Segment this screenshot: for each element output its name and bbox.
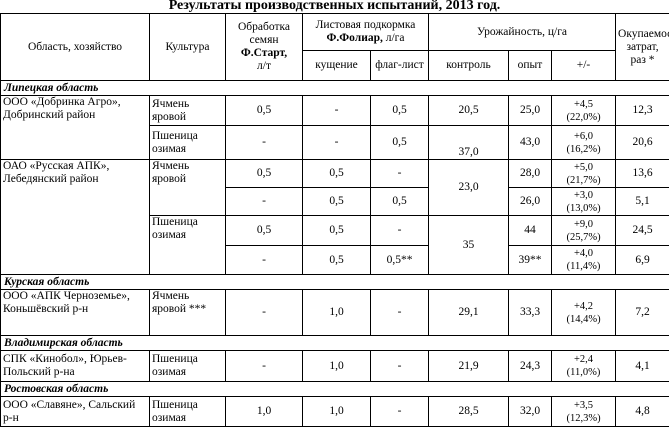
farm-slavyanie: ООО «Славяне», Сальский р-н xyxy=(0,396,150,427)
payback-cell: 13,6 xyxy=(615,159,669,188)
header-flag-leaf: флаг-лист xyxy=(370,50,429,81)
control-cell: 20,5 xyxy=(428,95,509,126)
diff-cell: +4,0 (11,4%) xyxy=(550,245,617,275)
control-cell: 28,5 xyxy=(428,396,509,427)
tillering-cell: 0,5 xyxy=(302,215,371,246)
trial-cell: 26,0 xyxy=(508,187,552,216)
tillering-cell: - xyxy=(302,95,371,126)
trial-cell: 32,0 xyxy=(508,396,552,427)
flag-cell: 0,5 xyxy=(370,187,429,216)
payback-cell: 7,2 xyxy=(615,289,669,336)
payback-cell: 4,8 xyxy=(615,396,669,427)
farm-chernozemye: ООО «АПК Черноземье», Коньшёвский р-н xyxy=(0,289,150,336)
farm-russkaya: ОАО «Русская АПК», Лебедянский район xyxy=(0,159,150,275)
header-control: контроль xyxy=(428,50,509,81)
farm-kinobol: СПК «Кинобол», Юрьев-Польский р-на xyxy=(0,350,150,382)
control-cell: 35 xyxy=(428,215,509,275)
seed-cell: - xyxy=(225,350,303,382)
diff-cell: +5,0 (21,7%) xyxy=(550,159,617,188)
crop-cell: Ячмень яровой xyxy=(149,159,226,216)
crop-cell: Ячмень яровой xyxy=(149,95,226,126)
farm-dobrinka: ООО «Добринка Агро», Добринский район xyxy=(0,95,150,160)
diff-cell: +4,5 (22,0%) xyxy=(550,95,617,126)
payback-cell: 6,9 xyxy=(615,245,669,275)
header-diff: +/- xyxy=(550,50,617,81)
flag-cell: 0,5** xyxy=(370,245,429,275)
page-title: Результаты производственных испытаний, 2… xyxy=(168,0,501,13)
control-cell: 37,0 xyxy=(428,125,509,160)
seed-cell: 0,5 xyxy=(225,95,303,126)
seed-cell: - xyxy=(225,187,303,216)
flag-cell: - xyxy=(370,159,429,188)
seed-cell: - xyxy=(225,125,303,160)
tillering-cell: - xyxy=(302,125,371,160)
header-region: Область, хозяйство xyxy=(0,13,150,81)
header-foliar: Листовая подкормка Ф.Фолиар, л/га xyxy=(302,13,429,51)
seed-cell: 0,5 xyxy=(225,159,303,188)
control-cell: 21,9 xyxy=(428,350,509,382)
trial-cell: 25,0 xyxy=(508,95,552,126)
crop-cell: Пшеница озимая xyxy=(149,396,226,427)
tillering-cell: 1,0 xyxy=(302,350,371,382)
region-vladimir: Владимирская область xyxy=(0,335,669,351)
diff-cell: +3,5 (12,3%) xyxy=(550,396,617,427)
seed-cell: - xyxy=(225,289,303,336)
trial-cell: 24,3 xyxy=(508,350,552,382)
flag-cell: - xyxy=(370,289,429,336)
trial-cell: 44 xyxy=(508,215,552,246)
tillering-cell: 0,5 xyxy=(302,159,371,188)
diff-cell: +4,2 (14,4%) xyxy=(550,289,617,336)
control-cell: 23,0 xyxy=(428,159,509,216)
diff-cell: +6,0 (16,2%) xyxy=(550,125,617,160)
tillering-cell: 0,5 xyxy=(302,245,371,275)
trial-cell: 43,0 xyxy=(508,125,552,160)
tillering-cell: 1,0 xyxy=(302,289,371,336)
payback-cell: 5,1 xyxy=(615,187,669,216)
header-payback: Окупаемость затрат, раз * xyxy=(615,13,669,81)
payback-cell: 12,3 xyxy=(615,95,669,126)
flag-cell: 0,5 xyxy=(370,125,429,160)
flag-cell: - xyxy=(370,350,429,382)
header-tillering: кущение xyxy=(302,50,371,81)
payback-cell: 24,5 xyxy=(615,215,669,246)
crop-cell: Пшеница озимая xyxy=(149,215,226,275)
region-lipetsk: Липецкая область xyxy=(0,80,669,96)
header-seed-treatment: Обработка семян Ф.Старт, л/т xyxy=(225,13,303,81)
diff-cell: +9,0 (25,7%) xyxy=(550,215,617,246)
results-table: Область, хозяйство Культура Обработка се… xyxy=(0,13,669,427)
seed-cell: 0,5 xyxy=(225,215,303,246)
tillering-cell: 1,0 xyxy=(302,396,371,427)
flag-cell: - xyxy=(370,215,429,246)
crop-cell: Пшеница озимая xyxy=(149,350,226,382)
seed-cell: 1,0 xyxy=(225,396,303,427)
trial-cell: 28,0 xyxy=(508,159,552,188)
crop-cell: Ячмень яровой *** xyxy=(149,289,226,336)
seed-cell: - xyxy=(225,245,303,275)
region-rostov: Ростовская область xyxy=(0,381,669,397)
crop-cell: Пшеница озимая xyxy=(149,125,226,160)
tillering-cell: 0,5 xyxy=(302,187,371,216)
diff-cell: +2,4 (11,0%) xyxy=(550,350,617,382)
payback-cell: 20,6 xyxy=(615,125,669,160)
region-kursk: Курская область xyxy=(0,274,669,290)
flag-cell: - xyxy=(370,396,429,427)
header-trial: опыт xyxy=(508,50,552,81)
diff-cell: +3,0 (13,0%) xyxy=(550,187,617,216)
trial-cell: 33,3 xyxy=(508,289,552,336)
trial-cell: 39** xyxy=(508,245,552,275)
control-cell: 29,1 xyxy=(428,289,509,336)
payback-cell: 4,1 xyxy=(615,350,669,382)
header-crop: Культура xyxy=(149,13,226,81)
flag-cell: 0,5 xyxy=(370,95,429,126)
header-yield: Урожайность, ц/га xyxy=(427,13,617,51)
